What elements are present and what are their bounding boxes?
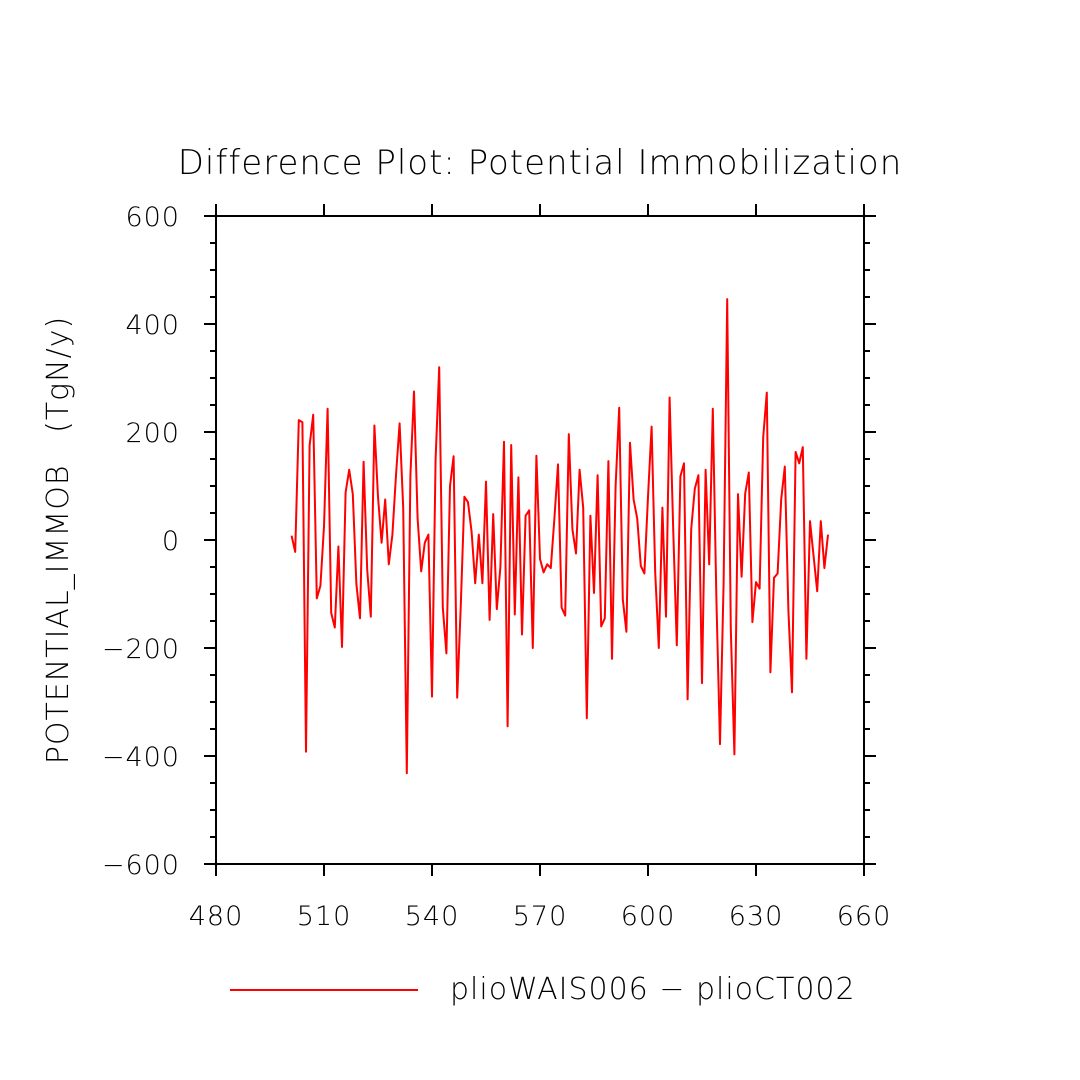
series-group [290,298,829,775]
plot-area: 480 510 540 570 600 630 660 −600 −400 −200 0 200 40… [102,202,892,932]
y-tick-labels: −600 −400 −200 0 200 400 600 [102,202,180,881]
legend-label: plioWAIS006 − plioCT002 [450,972,856,1007]
x-tick-label: 600 [621,901,676,932]
y-tick-label: 600 [125,202,180,233]
x-tick-label: 540 [405,901,460,932]
y-tick-label: −600 [102,850,180,881]
x-tick-label: 480 [189,901,244,932]
y-tick-label: 200 [125,418,180,449]
x-tick-label: 630 [729,901,784,932]
x-tick-labels: 480 510 540 570 600 630 660 [189,901,892,932]
x-tick-label: 510 [297,901,352,932]
y-tick-label: −200 [102,634,180,665]
y-axis-label: POTENTIAL_IMMOB (TgN/y) [41,316,76,764]
chart-title: Difference Plot: Potential Immobilizatio… [178,143,903,183]
legend: plioWAIS006 − plioCT002 [230,972,856,1007]
y-tick-label: 400 [125,310,180,341]
x-tick-label: 660 [837,901,892,932]
series-line [290,298,829,775]
x-tick-label: 570 [513,901,568,932]
y-tick-label: 0 [162,526,180,557]
y-tick-label: −400 [102,742,180,773]
tick-marks [204,204,876,876]
